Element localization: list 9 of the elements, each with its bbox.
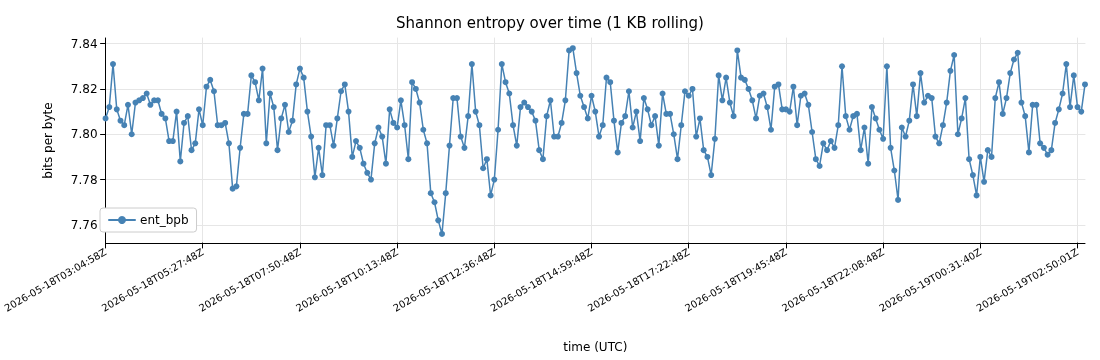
chart-title: Shannon entropy over time (1 KB rolling): [396, 13, 704, 32]
y-tick-label: 7.78: [70, 172, 98, 187]
x-axis-title: time (UTC): [563, 340, 628, 354]
y-axis-title: bits per byte: [40, 102, 55, 179]
y-tick-label: 7.82: [70, 81, 98, 96]
legend-label: ent_bpb: [140, 213, 189, 227]
y-tick-label: 7.80: [70, 127, 98, 142]
y-tick-label: 7.76: [70, 217, 98, 232]
y-tick-label: 7.84: [70, 36, 98, 51]
